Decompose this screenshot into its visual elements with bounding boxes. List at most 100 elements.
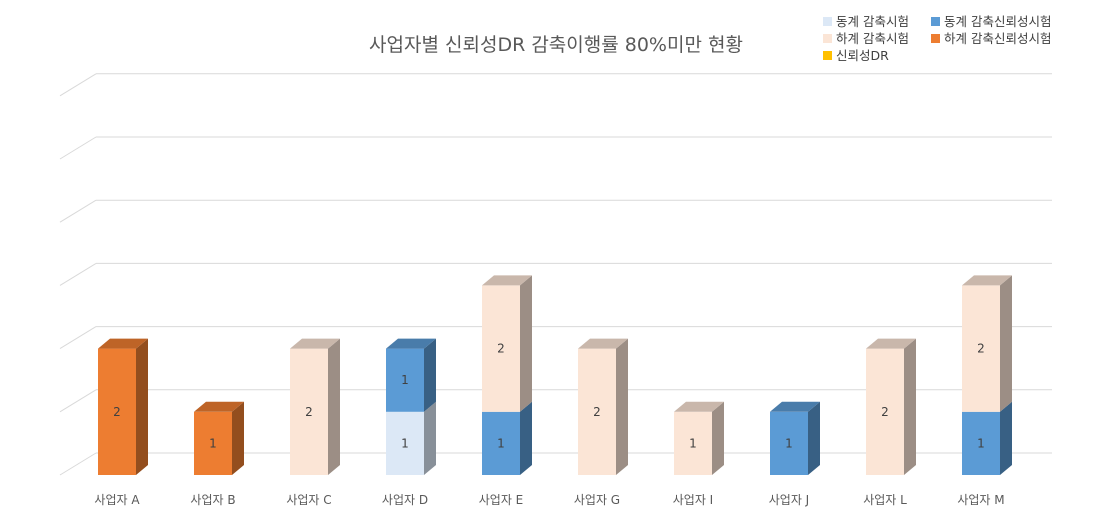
- data-label: 1: [401, 373, 409, 387]
- category-label-group: 사업자 A 사업자 B 사업자 C 사업자 D 사업자 E 사업자 G 사업자 I 사업자 J…: [94, 493, 1004, 507]
- bar-side: [904, 338, 916, 475]
- bar-front: [866, 348, 904, 475]
- bar-segment: [482, 275, 532, 412]
- legend-swatch: [931, 17, 940, 26]
- category-label: 사업자 M: [957, 493, 1004, 507]
- gridline-diagonal: [59, 262, 97, 286]
- bar-side: [136, 338, 148, 475]
- bar-segment: [386, 401, 436, 475]
- bar-side: [520, 401, 532, 475]
- data-label: 1: [401, 436, 409, 450]
- bar-top: [98, 338, 148, 349]
- gridline-diagonal: [59, 199, 97, 223]
- category-label: 사업자 J: [769, 493, 809, 507]
- gridline-diagonal: [59, 389, 97, 413]
- bar-top: [674, 401, 724, 412]
- bar-segment: [962, 275, 1012, 412]
- legend-label: 동계 감축시험: [836, 14, 909, 29]
- bar-segment: [770, 401, 820, 475]
- bar-segment: [482, 401, 532, 475]
- category-label: 사업자 G: [574, 493, 620, 507]
- bar-front: [98, 348, 136, 475]
- gridlines: [59, 73, 1052, 476]
- category-label: 사업자 L: [863, 493, 907, 507]
- category-label: 사업자 A: [94, 493, 140, 507]
- bar-segment: [866, 338, 916, 475]
- bar-top: [482, 275, 532, 286]
- bar-front: [578, 348, 616, 475]
- bar-segment: [962, 401, 1012, 475]
- legend-item: 하계 감축시험: [823, 31, 909, 46]
- bar-front: [386, 411, 424, 475]
- bar-front: [962, 411, 1000, 475]
- gridline-diagonal: [59, 452, 97, 476]
- data-label: 2: [593, 405, 601, 419]
- bar-side: [1000, 401, 1012, 475]
- bar-top: [194, 401, 244, 412]
- bar-side: [424, 338, 436, 412]
- bar-group: [98, 275, 1012, 475]
- data-label: 2: [497, 342, 505, 356]
- bar-front: [386, 348, 424, 412]
- bar-front: [290, 348, 328, 475]
- data-label: 1: [977, 436, 985, 450]
- legend-swatch: [823, 51, 832, 60]
- legend-swatch: [823, 17, 832, 26]
- bar-side: [1000, 275, 1012, 412]
- bar-segment: [674, 401, 724, 475]
- legend-swatch: [931, 34, 940, 43]
- bar-side: [616, 338, 628, 475]
- bar-segment: [578, 338, 628, 475]
- bar-front: [194, 411, 232, 475]
- bar-segment: [386, 338, 436, 412]
- category-label: 사업자 C: [286, 493, 331, 507]
- bar-front: [482, 285, 520, 412]
- bar-front: [962, 285, 1000, 412]
- legend-item: 동계 감축시험: [823, 14, 909, 29]
- category-label: 사업자 E: [479, 493, 524, 507]
- data-label: 1: [209, 436, 217, 450]
- bar-top: [386, 338, 436, 349]
- bar-front: [674, 411, 712, 475]
- data-label: 2: [977, 342, 985, 356]
- legend-item: 신뢰성DR: [823, 48, 889, 63]
- data-label: 1: [785, 436, 793, 450]
- gridline-diagonal: [59, 73, 97, 97]
- bar-top: [770, 401, 820, 412]
- legend-label: 하계 감축시험: [836, 31, 909, 46]
- chart-title: 사업자별 신뢰성DR 감축이행률 80%미만 현황: [369, 34, 743, 56]
- data-label: 2: [305, 405, 313, 419]
- bar-segment: [290, 338, 340, 475]
- bar-front: [770, 411, 808, 475]
- bar-top: [962, 275, 1012, 286]
- data-label: 1: [497, 436, 505, 450]
- legend-item: 하계 감축신뢰성시험: [931, 31, 1051, 46]
- bar-top: [290, 338, 340, 349]
- legend-item: 동계 감축신뢰성시험: [931, 14, 1051, 29]
- bar-side: [424, 401, 436, 475]
- bar-side: [712, 401, 724, 475]
- data-label-group: 2 1 2 1 1 1 2 2 1 1 2 1 2: [113, 342, 985, 451]
- data-label: 2: [113, 405, 121, 419]
- category-label: 사업자 I: [673, 493, 713, 507]
- data-label: 1: [689, 436, 697, 450]
- legend-swatch: [823, 34, 832, 43]
- bar-segment: [98, 338, 148, 475]
- gridline-diagonal: [59, 326, 97, 350]
- gridline-diagonal: [59, 136, 97, 160]
- legend-label: 동계 감축신뢰성시험: [944, 14, 1051, 29]
- bar-side: [520, 275, 532, 412]
- bar-side: [328, 338, 340, 475]
- category-label: 사업자 B: [190, 493, 235, 507]
- bar-top: [578, 338, 628, 349]
- legend-label: 하계 감축신뢰성시험: [944, 31, 1051, 46]
- bar-side: [808, 401, 820, 475]
- bar-front: [482, 411, 520, 475]
- bar-side: [232, 401, 244, 475]
- category-label: 사업자 D: [382, 493, 428, 507]
- legend-label: 신뢰성DR: [836, 48, 889, 63]
- data-label: 2: [881, 405, 889, 419]
- bar-top: [866, 338, 916, 349]
